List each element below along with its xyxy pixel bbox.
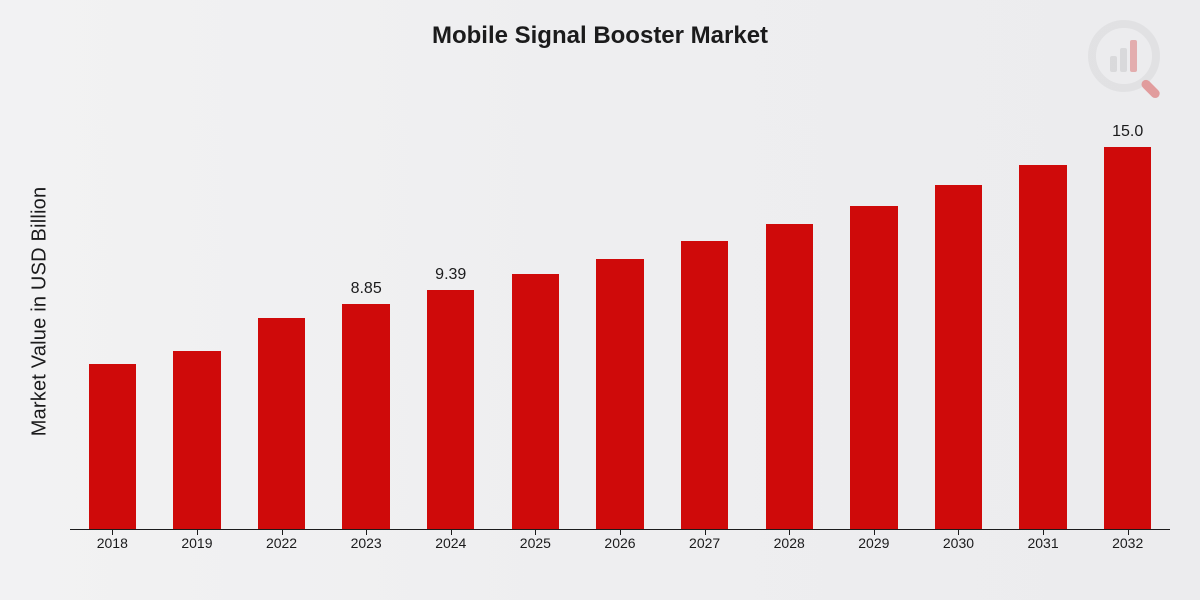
- bar: [766, 224, 813, 529]
- bar-slot: [258, 110, 305, 530]
- bar: [258, 318, 305, 529]
- chart-title: Mobile Signal Booster Market: [0, 22, 1200, 50]
- bar-slot: 9.39: [427, 110, 474, 530]
- x-axis-label: 2024: [435, 535, 466, 551]
- x-axis-label: 2025: [520, 535, 551, 551]
- bar-slot: [681, 110, 728, 530]
- bar: [1019, 165, 1066, 529]
- y-axis-label: Market Value in USD Billion: [29, 162, 52, 462]
- bar-slot: [512, 110, 559, 530]
- bar-slot: 15.0: [1104, 110, 1151, 530]
- bar-value-label: 15.0: [1112, 123, 1143, 141]
- chart-container: Mobile Signal Booster Market Market Valu…: [0, 0, 1200, 600]
- bar-slot: 8.85: [342, 110, 389, 530]
- plot-area: 8.85 9.39 15.0: [70, 110, 1170, 530]
- bar: [681, 241, 728, 529]
- x-axis-label: 2027: [689, 535, 720, 551]
- bar-slot: [1019, 110, 1066, 530]
- x-axis-label: 2029: [858, 535, 889, 551]
- bar: 15.0: [1104, 147, 1151, 529]
- x-axis-label: 2022: [266, 535, 297, 551]
- bar-slot: [89, 110, 136, 530]
- bar: [512, 274, 559, 529]
- x-axis-label: 2023: [351, 535, 382, 551]
- bar: [850, 206, 897, 529]
- x-axis-label: 2018: [97, 535, 128, 551]
- bar: 9.39: [427, 290, 474, 529]
- bar: [935, 185, 982, 529]
- bar-slot: [173, 110, 220, 530]
- bar-slot: [850, 110, 897, 530]
- x-axis-label: 2019: [181, 535, 212, 551]
- bar: [89, 364, 136, 529]
- bar: [173, 351, 220, 529]
- x-axis-label: 2026: [604, 535, 635, 551]
- x-axis-label: 2032: [1112, 535, 1143, 551]
- bar-value-label: 9.39: [435, 266, 466, 284]
- bar: [596, 259, 643, 529]
- bar: 8.85: [342, 304, 389, 529]
- watermark-logo: [1086, 18, 1172, 104]
- x-axis-label: 2031: [1027, 535, 1058, 551]
- x-axis-labels: 2018 2019 2022 2023 2024 2025 2026 2027 2028 2029…: [70, 535, 1170, 559]
- bar-slot: [596, 110, 643, 530]
- bar-value-label: 8.85: [351, 280, 382, 298]
- bar-slot: [766, 110, 813, 530]
- bars-group: 8.85 9.39 15.0: [70, 110, 1170, 530]
- y-axis-label-wrap: Market Value in USD Billion: [0, 0, 50, 600]
- x-axis-label: 2030: [943, 535, 974, 551]
- x-axis-label: 2028: [774, 535, 805, 551]
- bar-slot: [935, 110, 982, 530]
